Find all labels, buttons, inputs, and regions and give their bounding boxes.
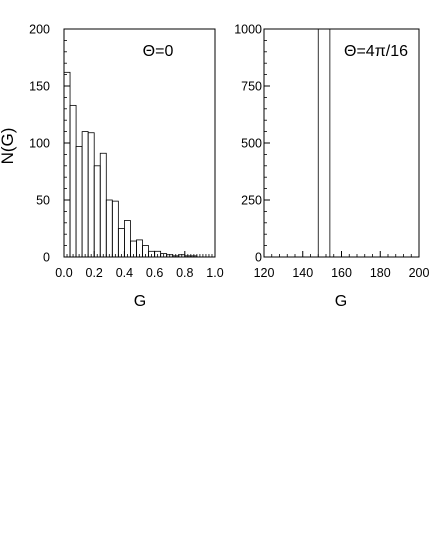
panel-1-ticks	[63, 28, 216, 258]
x-tick-label: 0.6	[146, 266, 163, 280]
panel-2-xlabel: G	[335, 293, 347, 310]
x-tick-label: 0.8	[176, 266, 193, 280]
y-tick-label: 0	[255, 251, 262, 265]
panel-1-annotation: Θ=0	[143, 43, 174, 60]
y-tick-label: 100	[29, 137, 50, 151]
panel-1-tick-labels: 0.0 0.2 0.4 0.6 0.8 1.0 0 50 100 150 200	[29, 23, 224, 281]
x-tick-label: 160	[331, 266, 352, 280]
histogram-bar	[75, 146, 83, 258]
histogram-bar	[111, 200, 119, 258]
y-tick-label: 1000	[234, 23, 262, 37]
y-tick-label: 500	[241, 137, 262, 151]
panel-2-tick-labels: 120 140 160 180 200 0 250 500 750 1000	[234, 23, 429, 281]
panel-1-frame	[63, 28, 216, 258]
histogram-bar	[105, 199, 113, 258]
x-tick-label: 140	[292, 266, 313, 280]
x-tick-label: 1.0	[206, 266, 223, 280]
panel-theta-4pi-16: 120 140 160 180 200 0 250 500 750 1000 Θ=4π/16 G	[234, 23, 429, 311]
x-tick-label: 120	[254, 266, 275, 280]
panel-2-bars	[317, 28, 331, 258]
x-tick-label: 180	[370, 266, 391, 280]
x-tick-label: 0.0	[55, 266, 72, 280]
panel-1-bars	[63, 71, 198, 258]
histogram-bar	[81, 131, 89, 258]
histogram-bar	[63, 71, 71, 258]
histogram-bar	[117, 228, 125, 258]
panel-2-annotation: Θ=4π/16	[344, 43, 408, 60]
y-tick-label: 750	[241, 80, 262, 94]
histogram-bar	[317, 28, 331, 258]
y-tick-label: 200	[29, 23, 50, 37]
y-tick-label: 250	[241, 194, 262, 208]
x-tick-label: 0.2	[86, 266, 103, 280]
y-tick-label: 50	[36, 194, 50, 208]
histogram-bar	[87, 132, 95, 258]
x-tick-label: 0.4	[116, 266, 133, 280]
figure-ylabel: N(G)	[0, 128, 17, 165]
panel-1-xlabel: G	[134, 293, 146, 310]
y-tick-label: 0	[43, 251, 50, 265]
y-tick-label: 150	[29, 80, 50, 94]
panel-2-ticks	[263, 28, 420, 258]
panel-theta-0: 0.0 0.2 0.4 0.6 0.8 1.0 0 50 100 150 200 Θ=0 G	[29, 23, 224, 311]
histogram-bar	[69, 104, 77, 258]
histogram-bar	[124, 220, 131, 258]
histogram-bar	[99, 152, 107, 258]
panel-2-frame	[263, 28, 420, 258]
histogram-bar	[93, 165, 101, 258]
x-tick-label: 200	[409, 266, 430, 280]
